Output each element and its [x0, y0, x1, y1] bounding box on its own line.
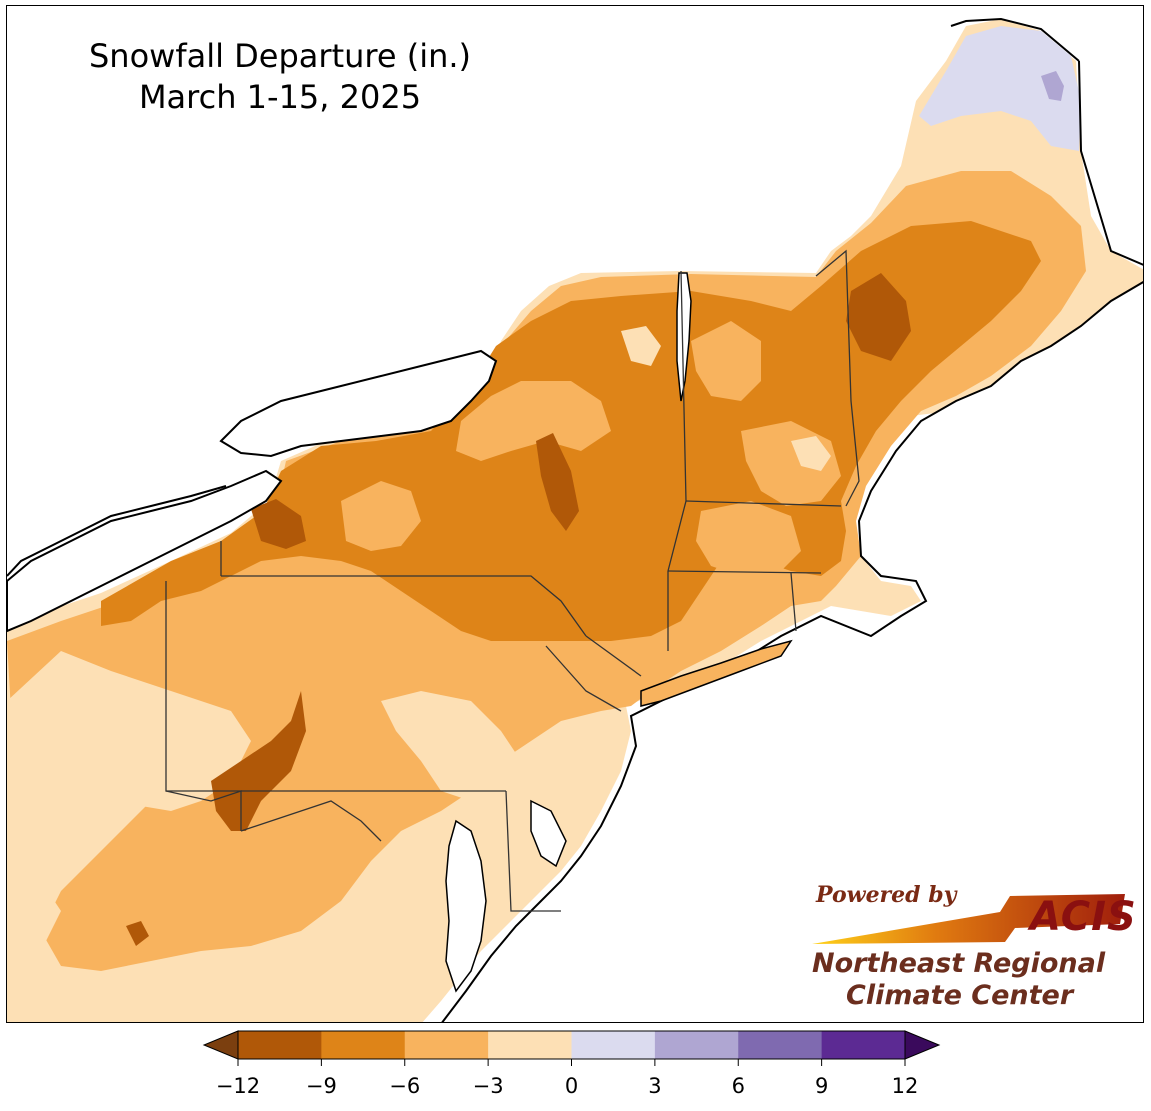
departure-zone-m3-patch: [621, 326, 661, 366]
colorbar-legend: −12 −9 −6 −3 0 3 6 9 12: [202, 1030, 941, 1098]
delaware-bay: [530, 799, 567, 868]
departure-zone-m12: [211, 691, 306, 831]
colorbar-segment: [571, 1031, 656, 1059]
departure-zone-m3-patch: [7, 651, 251, 811]
departure-zone-m12: [536, 433, 579, 531]
colorbar-tick-label: 12: [892, 1074, 919, 1098]
colorbar-segment: [488, 1031, 572, 1059]
map-title: Snowfall Departure (in.): [88, 37, 472, 75]
departure-zone-m3-patch: [7, 861, 61, 1001]
colorbar-tick-label: −9: [306, 1074, 337, 1098]
colorbar-segment: [321, 1031, 406, 1059]
departure-zone-m6-patch: [691, 321, 761, 401]
lake-ontario: [219, 349, 498, 458]
colorbar-segment: [654, 1031, 739, 1059]
acis-wordmark: ACIS: [1030, 894, 1137, 940]
colorbar-tick-label: 6: [732, 1074, 745, 1098]
long-island: [640, 639, 793, 707]
lake-erie: [7, 469, 283, 633]
departure-zone-p3: [1041, 71, 1064, 101]
acis-swoosh-graphic: [812, 894, 1125, 944]
org-name-line1: Northeast Regional: [812, 948, 1106, 979]
state-borders: [165, 249, 860, 912]
colorbar-tick-label: 9: [815, 1074, 828, 1098]
colorbar-tick-label: 0: [565, 1074, 578, 1098]
colorbar-tick-label: −12: [216, 1074, 260, 1098]
colorbar-segment: [238, 1031, 322, 1059]
departure-zone-m3-patch: [791, 436, 831, 471]
colorbar-segment: [821, 1031, 906, 1059]
departure-zone-m6-patch: [341, 481, 421, 551]
departure-zone-p0: [919, 26, 1081, 151]
departure-zone-m12: [251, 499, 306, 549]
departure-zone-m12: [126, 921, 149, 946]
org-name-line2: Climate Center: [846, 980, 1074, 1011]
colorbar-segment: [404, 1031, 489, 1059]
chesapeake-bay: [445, 819, 487, 993]
snowfall-departure-map: [7, 17, 1143, 1022]
map-subtitle-date-range: March 1-15, 2025: [138, 78, 422, 116]
colorbar-over-arrow: [904, 1030, 941, 1060]
acis-nrcc-logo: Powered by ACIS Northeast Regional Clima…: [810, 882, 1136, 1012]
atlantic-ocean: [441, 281, 1143, 1022]
departure-zone-m6-patch: [696, 501, 801, 576]
departure-zone-m3-patch: [381, 691, 521, 801]
map-frame: [6, 5, 1144, 1023]
departure-zone-m6-patch: [456, 381, 611, 461]
powered-by-text: Powered by: [816, 882, 957, 908]
colorbar-segment: [738, 1031, 823, 1059]
departure-zone-m12: [846, 273, 911, 361]
lake-champlain: [676, 272, 692, 402]
colorbar-under-arrow: [202, 1030, 239, 1060]
colorbar-tick-label: 3: [648, 1074, 661, 1098]
colorbar-tick-label: −6: [389, 1074, 420, 1098]
coastlines: [7, 17, 1143, 577]
colorbar-tick-label: −3: [473, 1074, 504, 1098]
